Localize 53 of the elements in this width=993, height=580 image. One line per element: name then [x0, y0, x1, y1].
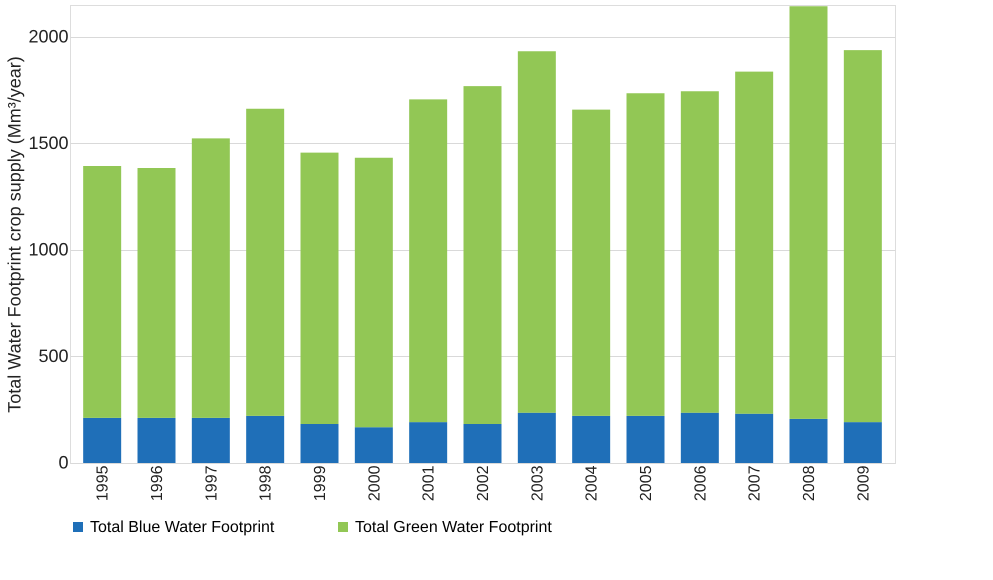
x-tick-label: 1999 — [312, 465, 329, 502]
y-tick-label: 1000 — [28, 239, 68, 260]
x-tick-label: 2004 — [584, 465, 601, 502]
bar — [626, 416, 664, 463]
bar — [735, 414, 774, 463]
bar — [518, 51, 556, 413]
bar — [138, 168, 176, 418]
x-tick-label: 2008 — [801, 465, 818, 502]
bar — [735, 72, 774, 414]
bar — [354, 427, 393, 463]
bar — [354, 158, 393, 428]
legend-label: Total Blue Water Footprint — [90, 519, 275, 536]
bar — [83, 418, 122, 463]
bar — [300, 152, 338, 424]
x-tick-label: 1996 — [149, 465, 166, 502]
x-tick-label: 2002 — [475, 465, 492, 502]
bar — [844, 50, 882, 422]
bar — [246, 416, 284, 463]
bar — [300, 424, 338, 463]
x-tick-label: 2009 — [855, 465, 872, 502]
bar — [409, 422, 448, 463]
x-tick-label: 2001 — [420, 465, 438, 502]
y-tick-label: 500 — [38, 346, 68, 366]
bar — [844, 422, 882, 463]
bar — [626, 93, 664, 416]
bar — [572, 416, 610, 463]
bar — [192, 138, 230, 418]
bar — [572, 110, 610, 416]
bar — [518, 412, 556, 463]
bar — [464, 86, 502, 424]
x-tick-label: 2003 — [529, 465, 546, 502]
bar — [790, 418, 828, 463]
bar — [138, 418, 176, 463]
bar — [409, 99, 448, 422]
x-tick-label: 2006 — [692, 465, 710, 502]
x-tick-label: 1995 — [94, 465, 112, 502]
y-tick-label: 1500 — [28, 132, 68, 153]
x-tick-label: 2000 — [366, 465, 384, 502]
bar — [680, 412, 719, 463]
bar — [83, 166, 122, 418]
y-axis-title: Total Water Footprint crop supply (Mm³/year) — [4, 56, 24, 413]
bar — [192, 418, 230, 463]
x-tick-label: 2005 — [638, 465, 655, 502]
bar — [680, 91, 719, 413]
x-tick-label: 1998 — [258, 465, 275, 502]
y-tick-label: 2000 — [28, 26, 68, 46]
x-tick-label: 2007 — [746, 465, 764, 502]
x-tick-label: 1997 — [203, 465, 220, 502]
bar — [246, 108, 284, 416]
legend-label: Total Green Water Footprint — [355, 519, 552, 536]
y-tick-label: 0 — [58, 452, 68, 472]
bar — [464, 424, 502, 463]
bar — [790, 6, 828, 419]
